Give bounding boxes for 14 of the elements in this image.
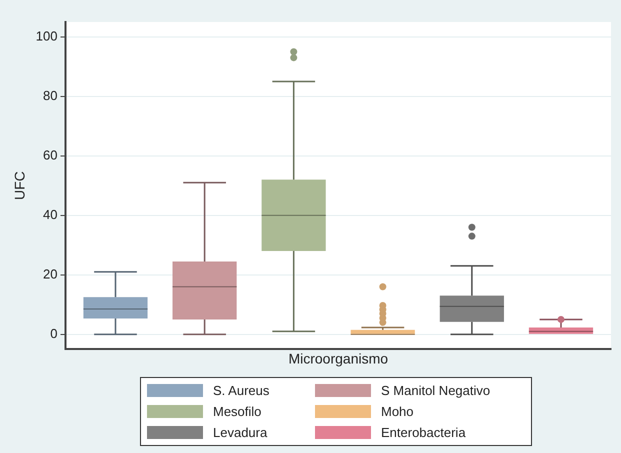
legend-label: Levadura	[213, 425, 268, 440]
x-axis-title: Microorganismo	[288, 350, 388, 366]
y-tick-label: 0	[50, 326, 58, 341]
legend-label: Enterobacteria	[381, 425, 466, 440]
legend-label: S. Aureus	[213, 383, 270, 398]
y-tick-label: 80	[43, 88, 58, 103]
y-tick-label: 60	[43, 147, 58, 162]
y-tick-label: 40	[43, 206, 58, 222]
y-tick-label: 20	[43, 266, 58, 282]
legend-label: S Manitol Negativo	[381, 383, 490, 398]
y-axis-title: UFC	[11, 171, 28, 200]
legend-label: Moho	[381, 404, 414, 419]
y-tick-label: 100	[36, 28, 58, 44]
legend-label: Mesofilo	[213, 404, 262, 419]
